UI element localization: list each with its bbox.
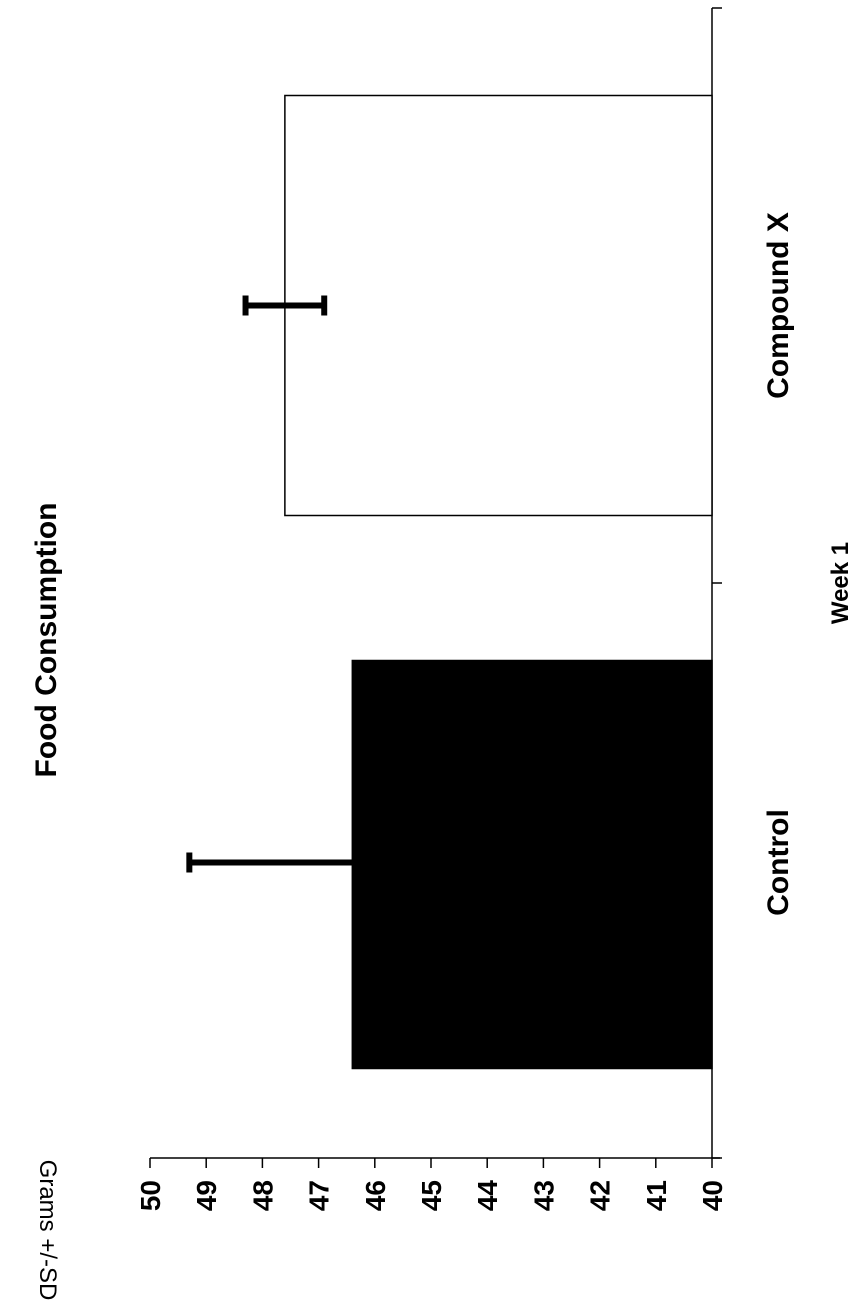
value-tick-label: 41 <box>641 1180 672 1211</box>
plot-area: 40 41 42 43 44 45 46 47 48 49 50 Control Compound X <box>135 7 795 1212</box>
value-tick-label: 40 <box>697 1180 728 1211</box>
value-tick-label: 46 <box>360 1180 391 1211</box>
value-tick-label: 48 <box>247 1180 278 1211</box>
value-tick-label: 43 <box>528 1180 559 1211</box>
chart-title: Food Consumption <box>30 503 63 778</box>
value-tick-label: 50 <box>135 1180 166 1211</box>
category-label: Control <box>762 809 795 916</box>
value-tick-label: 42 <box>585 1180 616 1211</box>
value-tick-label: 47 <box>304 1180 335 1211</box>
value-tick-label: 45 <box>416 1180 447 1211</box>
bar-control <box>351 659 713 1070</box>
category-label: Compound X <box>762 212 795 399</box>
value-tick-label: 44 <box>472 1180 503 1212</box>
value-tick-label: 49 <box>191 1180 222 1211</box>
bar-compound-x <box>284 94 713 517</box>
x-axis-label: Week 1 <box>827 542 852 624</box>
y-axis-label: Grams +/-SD <box>34 1160 61 1301</box>
